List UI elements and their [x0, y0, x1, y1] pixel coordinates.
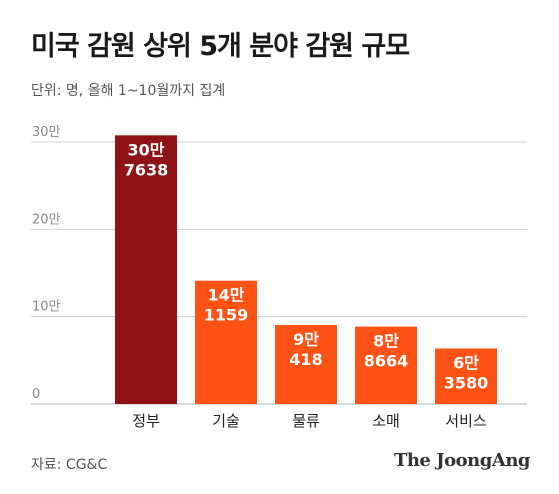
bar	[195, 280, 257, 404]
data-label: 3580	[444, 373, 489, 392]
data-label: 9만	[293, 330, 319, 349]
publisher-logo: The JoongAng	[393, 450, 531, 471]
bar	[355, 326, 417, 404]
data-label: 14만	[208, 286, 245, 305]
bar	[435, 348, 497, 404]
x-tick-label: 기술	[212, 412, 240, 430]
x-tick-label: 물류	[292, 412, 320, 430]
bar	[275, 325, 337, 404]
chart-title: 미국 감원 상위 5개 분야 감원 규모	[31, 31, 410, 62]
data-label: 418	[289, 350, 322, 369]
data-label: 8664	[364, 352, 409, 371]
data-label: 6만	[453, 353, 479, 372]
data-label: 1159	[204, 306, 249, 325]
unit-note: 단위: 명, 올해 1~10월까지 집계	[31, 83, 226, 99]
data-label: 30만	[128, 140, 165, 159]
x-tick-label: 정부	[132, 412, 160, 430]
y-tick-label: 10만	[32, 300, 61, 315]
y-tick-label: 20만	[32, 212, 61, 227]
bar	[115, 135, 177, 405]
y-tick-label: 0	[32, 387, 40, 402]
x-tick-label: 서비스	[445, 412, 487, 430]
data-label: 8만	[373, 332, 399, 351]
y-tick-label: 30만	[32, 125, 61, 140]
source-note: 자료: CG&C	[31, 457, 108, 473]
x-tick-label: 소매	[372, 412, 400, 430]
data-label: 7638	[124, 160, 169, 179]
